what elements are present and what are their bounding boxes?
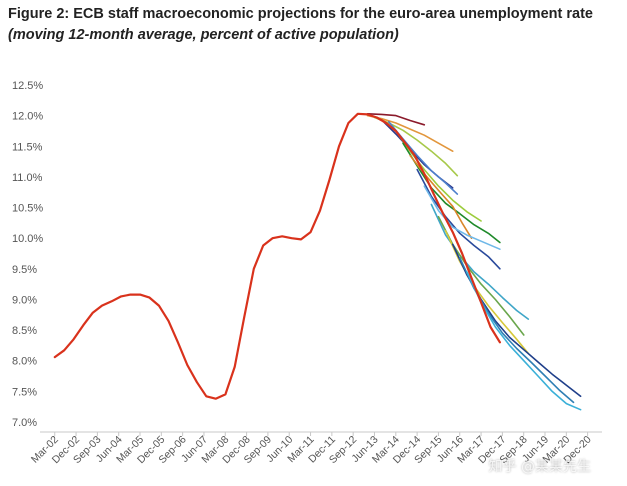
series-line-projection: [366, 113, 426, 126]
y-tick-label: 7.0%: [12, 417, 37, 429]
series-line-projection: [466, 271, 582, 411]
series-line-projection: [444, 230, 530, 355]
watermark: 知乎 @某某先生: [488, 459, 591, 475]
series-line-projection: [437, 215, 525, 336]
series-line-projection: [416, 168, 501, 270]
series-line-projection: [423, 185, 501, 250]
chart-title: Figure 2: ECB staff macroeconomic projec…: [8, 4, 608, 46]
series-group: [53, 112, 582, 411]
chart-subtitle: (moving 12-month average, percent of act…: [8, 27, 399, 43]
y-tick-label: 10.5%: [12, 203, 43, 215]
y-tick-label: 11.5%: [12, 141, 43, 153]
y-tick-label: 8.0%: [12, 356, 37, 368]
y-tick-label: 12.0%: [12, 111, 43, 123]
series-line-projection: [366, 114, 454, 152]
series-line-projection: [388, 121, 459, 195]
y-tick-label: 9.5%: [12, 264, 37, 276]
y-tick-label: 7.5%: [12, 386, 37, 398]
y-tick-label: 11.0%: [12, 172, 43, 184]
series-line-projection: [402, 142, 501, 244]
chart-title-text: Figure 2: ECB staff macroeconomic projec…: [8, 6, 593, 22]
series-line-projection: [430, 203, 530, 320]
series-line-projection: [451, 243, 582, 398]
y-tick-label: 10.0%: [12, 233, 43, 245]
x-axis: [40, 431, 602, 436]
series-line-actual: [53, 112, 501, 400]
y-tick-label: 9.0%: [12, 294, 37, 306]
y-tick-label: 12.5%: [12, 80, 43, 92]
y-axis-labels: 7.0% 7.5% 8.0% 8.5% 9.0% 9.5% 10.0% 10.5% 11.0% 1…: [12, 80, 43, 429]
series-line-projection: [380, 119, 454, 189]
y-tick-label: 8.5%: [12, 325, 37, 337]
